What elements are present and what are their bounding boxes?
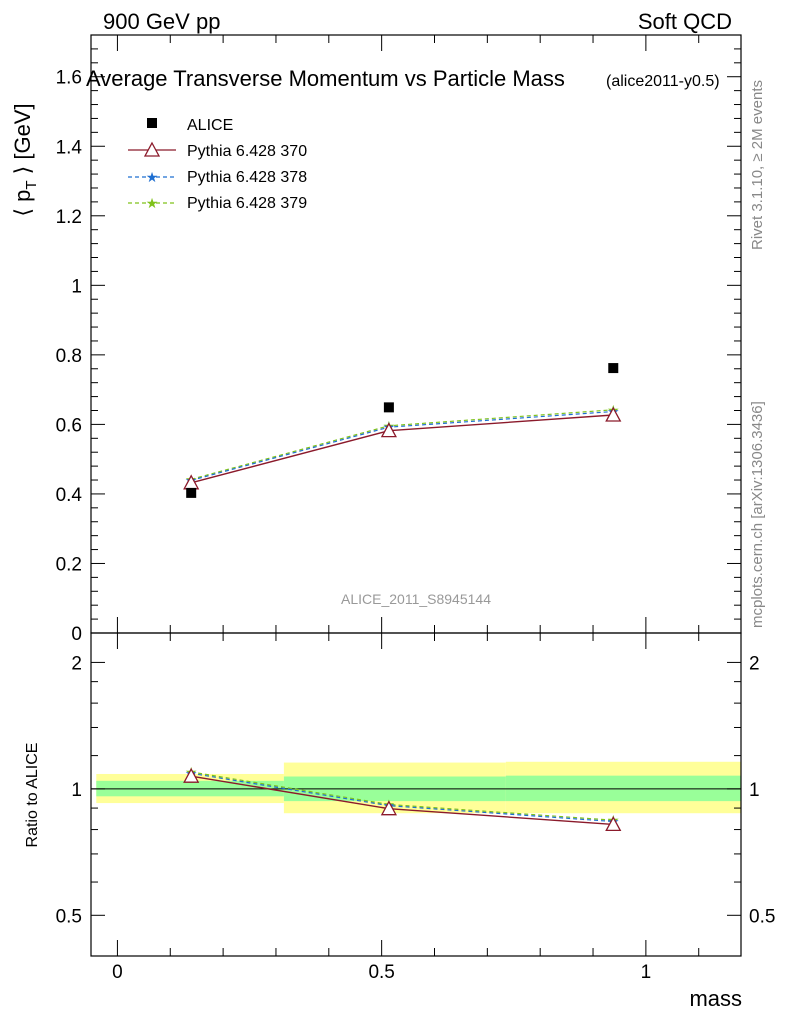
- y-tick-label: 0.4: [56, 485, 83, 506]
- y-axis-title: ⟨ pT ⟩ [GeV]: [10, 103, 40, 216]
- side-label-rivet: Rivet 3.1.10, ≥ 2M events: [749, 80, 766, 250]
- ratio-y-tick-label-right: 1: [749, 780, 760, 801]
- y-tick-label: 0.2: [56, 554, 82, 575]
- main-point-pythia-6-428-370: [605, 406, 622, 422]
- y-axis-title-main: ⟨ p: [10, 190, 35, 217]
- y-axis-title-subscript: T: [23, 180, 40, 189]
- x-tick-label: 0: [112, 962, 123, 983]
- ratio-plot-frame: [90, 632, 742, 957]
- main-subtitle: (alice2011-y0.5): [606, 73, 720, 90]
- legend-entry-alice: ALICE: [147, 117, 233, 134]
- ratio-point-pythia-6-428-370: [605, 816, 622, 832]
- ratio-y-tick-label-left: 1: [71, 780, 82, 801]
- main-line-pythia-6-428-379: [191, 409, 614, 480]
- y-axis-title-unit: ⟩ [GeV]: [10, 103, 35, 180]
- y-tick-label: 0: [71, 624, 82, 645]
- legend-marker-pythia-379: ★: [146, 195, 159, 211]
- ratio-y-tick-label-left: 2: [71, 653, 82, 674]
- main-point-pythia-6-428-370: [380, 422, 397, 438]
- y-tick-label: 1.2: [56, 207, 82, 228]
- legend-marker-pythia-378: ★: [146, 169, 159, 185]
- main-panel: 00.20.40.60.811.21.41.6★★★★★★ Average Tr…: [10, 34, 742, 645]
- ratio-line-pythia-6-428-378: [191, 772, 614, 823]
- main-line-pythia-6-428-378: [191, 410, 614, 481]
- y-tick-label: 0.8: [56, 346, 82, 367]
- legend-marker-pythia-370: [143, 141, 161, 157]
- main-point-alice: [186, 487, 197, 498]
- svg-text:⟨ pT ⟩ [GeV]: ⟨ pT ⟩ [GeV]: [10, 103, 40, 216]
- side-label-mcplots: mcplots.cern.ch [arXiv:1306.3436]: [749, 401, 766, 628]
- ratio-line-pythia-6-428-379: [191, 771, 614, 821]
- y-tick-label: 1.4: [56, 137, 83, 158]
- x-axis-title: mass: [689, 986, 742, 1011]
- legend-label-alice: ALICE: [187, 117, 233, 134]
- main-point-alice: [608, 363, 619, 374]
- ratio-point-pythia-6-428-370: [380, 800, 397, 816]
- y-tick-label: 1.6: [56, 68, 82, 89]
- legend-entry-pythia-378: ★ Pythia 6.428 378: [128, 169, 307, 186]
- watermark-label: ALICE_2011_S8945144: [341, 591, 491, 607]
- main-title: Average Transverse Momentum vs Particle …: [86, 66, 565, 91]
- header-left-label: 900 GeV pp: [103, 9, 220, 34]
- legend-entry-pythia-370: Pythia 6.428 370: [128, 141, 307, 160]
- legend-label-pythia-378: Pythia 6.428 378: [187, 169, 307, 186]
- ratio-y-tick-label-left: 0.5: [56, 906, 82, 927]
- x-tick-label: 0.5: [368, 962, 394, 983]
- legend: ALICE Pythia 6.428 370 ★ Pythia 6.428 37…: [128, 117, 307, 212]
- ratio-y-tick-label-right: 2: [749, 653, 760, 674]
- legend-label-pythia-379: Pythia 6.428 379: [187, 195, 307, 212]
- main-point-alice: [383, 402, 394, 413]
- legend-label-pythia-370: Pythia 6.428 370: [187, 143, 307, 160]
- ratio-y-tick-label-right: 0.5: [749, 906, 775, 927]
- legend-entry-pythia-379: ★ Pythia 6.428 379: [128, 195, 307, 212]
- y-tick-label: 0.6: [56, 415, 82, 436]
- header-right-label: Soft QCD: [638, 9, 732, 34]
- ratio-point-pythia-6-428-370: [183, 767, 200, 783]
- x-tick-label: 1: [641, 962, 652, 983]
- ratio-y-axis-title: Ratio to ALICE: [24, 743, 41, 848]
- y-tick-label: 1: [71, 276, 82, 297]
- legend-marker-alice: [147, 118, 157, 128]
